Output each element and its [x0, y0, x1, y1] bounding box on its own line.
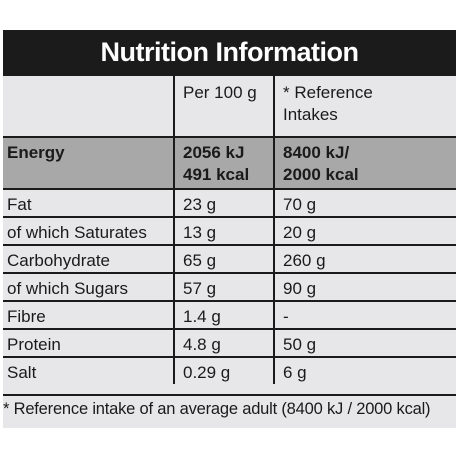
- nutrient-label: Fat: [7, 195, 32, 214]
- table-row: of which Sugars 57 g 90 g: [3, 272, 456, 300]
- nutrient-label: Protein: [7, 335, 61, 354]
- nutrient-per100: 23 g: [173, 190, 273, 216]
- nutrient-ref: 70 g: [273, 190, 456, 216]
- energy-ref-kj: 8400 kJ/: [283, 143, 350, 162]
- nutrient-per100: 13 g: [173, 218, 273, 244]
- nutrient-ref: 50 g: [273, 330, 456, 356]
- header-per100g: Per 100 g: [173, 76, 273, 136]
- nutrient-label: Fibre: [7, 307, 46, 326]
- table-row: Fibre 1.4 g -: [3, 300, 456, 328]
- table-row: Carbohydrate 65 g 260 g: [3, 244, 456, 272]
- header-row: Per 100 g * Reference Intakes: [3, 74, 456, 136]
- nutrient-per100: 65 g: [173, 246, 273, 272]
- energy-label: Energy: [7, 143, 65, 162]
- nutrient-ref: -: [273, 302, 456, 328]
- nutrient-ref: 20 g: [273, 218, 456, 244]
- energy-ref: 8400 kJ/ 2000 kcal: [273, 138, 456, 188]
- nutrient-per100: 57 g: [173, 274, 273, 300]
- table-title: Nutrition Information: [3, 30, 456, 74]
- nutrient-label: Carbohydrate: [7, 251, 111, 270]
- energy-ref-kcal: 2000 kcal: [283, 165, 359, 184]
- nutrition-panel: [3, 30, 456, 428]
- table-row: Protein 4.8 g 50 g: [3, 328, 456, 356]
- table-row: Fat 23 g 70 g: [3, 188, 456, 216]
- nutrient-ref: 6 g: [273, 358, 456, 384]
- nutrient-label: Salt: [7, 363, 37, 382]
- energy-per100-kcal: 491 kcal: [183, 165, 250, 184]
- energy-row: Energy 2056 kJ 491 kcal 8400 kJ/ 2000 kc…: [3, 136, 456, 188]
- nutrient-ref: 260 g: [273, 246, 456, 272]
- table-row: Salt 0.29 g 6 g: [3, 356, 456, 384]
- header-nutrient-cell: [3, 76, 173, 136]
- header-reference-intakes: * Reference Intakes: [273, 76, 456, 136]
- reference-footnote: * Reference intake of an average adult (…: [3, 394, 456, 424]
- header-reference-line2: Intakes: [283, 105, 338, 124]
- energy-per100: 2056 kJ 491 kcal: [173, 138, 273, 188]
- nutrient-per100: 0.29 g: [173, 358, 273, 384]
- nutrient-per100: 1.4 g: [173, 302, 273, 328]
- nutrient-label: of which Sugars: [7, 279, 128, 298]
- table-row: of which Saturates 13 g 20 g: [3, 216, 456, 244]
- nutrient-per100: 4.8 g: [173, 330, 273, 356]
- nutrient-ref: 90 g: [273, 274, 456, 300]
- energy-per100-kj: 2056 kJ: [183, 143, 245, 162]
- header-reference-line1: * Reference: [283, 83, 373, 102]
- nutrient-label: of which Saturates: [7, 223, 147, 242]
